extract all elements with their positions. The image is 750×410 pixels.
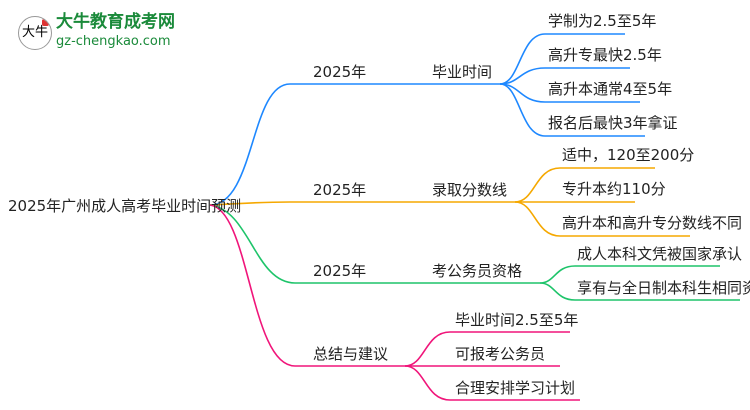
root-node: 2025年广州成人高考毕业时间预测 [8, 197, 242, 215]
logo-url: gz-chengkao.com [56, 34, 171, 49]
leaf: 高升本和高升专分数线不同 [562, 214, 743, 232]
leaf: 毕业时间2.5至5年 [455, 311, 579, 329]
leaf: 适中，120至200分 [562, 146, 695, 164]
branch-1-lines [209, 33, 645, 206]
leaf-line [499, 67, 630, 85]
leaf-line [539, 282, 740, 301]
branch-2-topic: 录取分数线 [432, 181, 508, 199]
leaf-line [499, 33, 625, 85]
leaf: 报名后最快3年拿证 [548, 114, 678, 132]
logo-mark: 大牛 [18, 16, 52, 50]
leaf: 合理安排学习计划 [455, 379, 576, 397]
leaf: 可报考公务员 [455, 345, 546, 363]
logo-title: 大牛教育成考网 [56, 12, 175, 32]
leaf: 享有与全日制本科生相同资格 [577, 279, 750, 297]
branch-4-lines [209, 204, 580, 401]
branch-1-topic: 毕业时间 [432, 63, 493, 81]
branch-4-topic: 总结与建议 [313, 345, 389, 363]
branch-2-lines [209, 167, 690, 237]
branch-4-trunk [209, 204, 405, 367]
leaf-line [499, 83, 645, 137]
leaf: 学制为2.5至5年 [548, 12, 657, 30]
leaf: 专升本约110分 [562, 180, 666, 198]
leaf-line [404, 331, 570, 367]
branch-2-trunk [209, 201, 515, 206]
branch-3-lines [209, 204, 740, 301]
branch-3-trunk [209, 204, 540, 284]
leaf-line [539, 265, 720, 284]
branch-1-trunk [209, 83, 500, 206]
logo: 大牛 大牛教育成考网 gz-chengkao.com [18, 12, 175, 54]
leaf-line [514, 167, 655, 203]
leaf-line [514, 201, 690, 237]
branch-3-year: 2025年 [313, 262, 367, 280]
branch-1-year: 2025年 [313, 63, 367, 81]
branch-3-topic: 考公务员资格 [432, 262, 523, 280]
leaf: 高升专最快2.5年 [548, 46, 662, 64]
leaf: 成人本科文凭被国家承认 [577, 245, 743, 263]
leaf: 高升本通常4至5年 [548, 80, 673, 98]
branch-2-year: 2025年 [313, 181, 367, 199]
leaf-line [404, 365, 580, 401]
